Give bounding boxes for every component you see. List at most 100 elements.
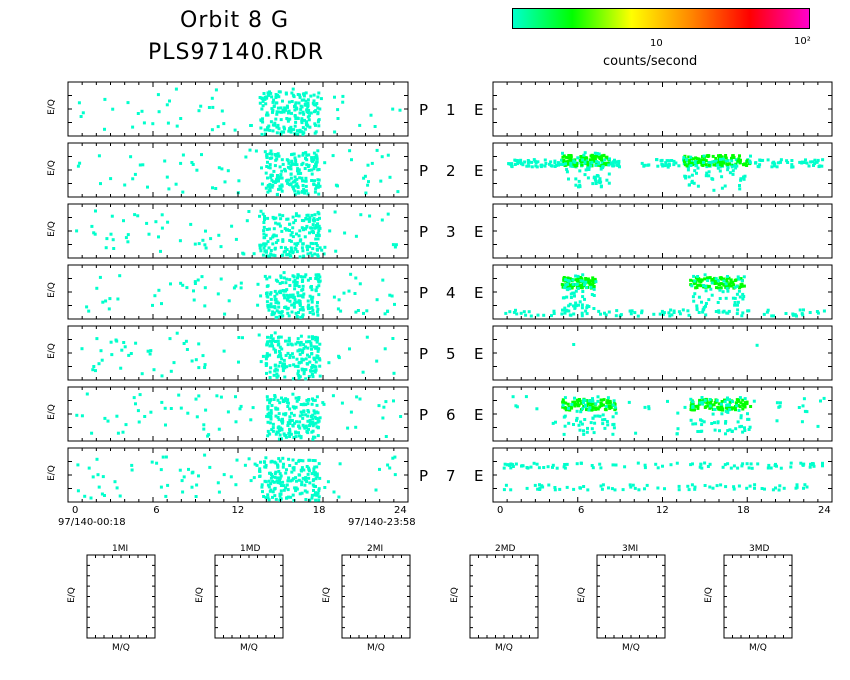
left-3-sparse xyxy=(75,209,398,256)
right-6-high-c xyxy=(689,396,752,434)
x-tick-right-0: 0 xyxy=(497,505,504,516)
colorbar-tick-100: 10² xyxy=(794,36,811,47)
mq-xlabel-2MD: M/Q xyxy=(495,643,513,653)
left-panel-7 xyxy=(67,447,409,503)
ylabel-left-2: E/Q xyxy=(46,160,57,176)
right-4-low-band xyxy=(504,308,826,318)
row-label-n-6: 6 xyxy=(446,406,456,424)
mq-ylabel-1MI: E/Q xyxy=(66,586,77,603)
row-label-n-7: 7 xyxy=(446,467,456,485)
row-label-e-5: E xyxy=(474,345,484,363)
row-label-e-7: E xyxy=(474,467,484,485)
right-6-sparse xyxy=(511,395,826,436)
mq-xlabel-3MI: M/Q xyxy=(622,643,640,653)
mq-title-1MD: 1MD xyxy=(240,544,261,554)
right-panel-1 xyxy=(492,81,833,137)
left-6-dense xyxy=(265,395,322,441)
left-7-dense xyxy=(258,456,322,502)
row-label-p-6: P xyxy=(419,406,429,424)
right-7-sparse-bands xyxy=(502,461,824,470)
row-label-e-6: E xyxy=(474,406,484,424)
mq-panel-3MI xyxy=(596,554,666,639)
mq-xlabel-2MI: M/Q xyxy=(367,643,385,653)
left-panel-1 xyxy=(67,81,409,137)
ylabel-left-4: E/Q xyxy=(46,282,57,298)
mq-xlabel-3MD: M/Q xyxy=(749,643,767,653)
mq-title-3MI: 3MI xyxy=(622,544,639,554)
colorbar-tick-10: 10 xyxy=(650,38,663,49)
row-label-p-7: P xyxy=(419,467,429,485)
row-label-p-4: P xyxy=(419,284,429,302)
title-line-2: PLS97140.RDR xyxy=(148,40,324,65)
x-tick-left-24: 24 xyxy=(394,505,407,516)
x-tick-right-12: 12 xyxy=(656,505,669,516)
mq-ylabel-2MD: E/Q xyxy=(449,586,460,603)
row-label-p-3: P xyxy=(419,223,429,241)
colorbar-label: counts/second xyxy=(603,54,698,69)
mq-xlabel-1MD: M/Q xyxy=(240,643,258,653)
row-label-p-2: P xyxy=(419,162,429,180)
row-label-n-3: 3 xyxy=(446,223,456,241)
mq-panel-3MD xyxy=(723,554,793,639)
row-label-e-2: E xyxy=(474,162,484,180)
mq-title-2MI: 2MI xyxy=(367,544,384,554)
x-tick-left-18: 18 xyxy=(312,505,326,516)
mq-title-3MD: 3MD xyxy=(749,544,770,554)
mq-panel-2MI xyxy=(341,554,411,639)
title-line-1: Orbit 8 G xyxy=(180,8,290,33)
x-tick-right-6: 6 xyxy=(578,505,585,516)
x-tick-left-12: 12 xyxy=(231,505,245,516)
row-label-n-2: 2 xyxy=(446,162,456,180)
left-panel-3 xyxy=(67,203,409,259)
row-label-n-5: 5 xyxy=(446,345,456,363)
right-6-high-c xyxy=(561,395,617,436)
left-panel-2 xyxy=(67,142,409,198)
right-panel-6 xyxy=(492,386,833,442)
right-panel-3 xyxy=(492,203,833,259)
mq-xlabel-1MI: M/Q xyxy=(112,643,130,653)
mq-ylabel-3MI: E/Q xyxy=(576,586,587,603)
left-4-dense xyxy=(265,273,322,320)
mq-ylabel-2MI: E/Q xyxy=(321,586,332,603)
row-label-n-1: 1 xyxy=(446,101,456,119)
mq-panel-2MD xyxy=(469,554,539,639)
right-panel-5 xyxy=(492,325,833,381)
right-2-high-c xyxy=(682,154,752,192)
right-panel-2 xyxy=(492,142,833,198)
ylabel-left-6: E/Q xyxy=(46,404,57,420)
row-label-p-5: P xyxy=(419,345,429,363)
mq-title-1MI: 1MI xyxy=(112,544,129,554)
ylabel-left-3: E/Q xyxy=(46,221,57,237)
x-tick-left-0: 0 xyxy=(72,505,79,516)
right-2-high-c xyxy=(561,151,611,189)
row-label-n-4: 4 xyxy=(446,284,456,302)
mq-ylabel-3MD: E/Q xyxy=(703,586,714,603)
right-4-high-c xyxy=(690,273,746,314)
mq-ylabel-1MD: E/Q xyxy=(194,586,205,603)
row-label-p-1: P xyxy=(419,101,429,119)
left-5-dense xyxy=(264,334,322,381)
time-start-label: 97/140-00:18 xyxy=(58,517,126,528)
left-3-dense xyxy=(258,212,322,259)
right-5-point xyxy=(755,343,759,347)
row-label-e-3: E xyxy=(474,223,484,241)
time-end-label: 97/140-23:58 xyxy=(348,517,416,528)
mq-panel-1MI xyxy=(86,554,156,639)
right-7-sparse-bands-2 xyxy=(502,483,809,492)
ylabel-left-7: E/Q xyxy=(46,465,57,481)
left-2-dense xyxy=(264,151,322,197)
ylabel-left-1: E/Q xyxy=(46,99,57,115)
left-panel-5 xyxy=(67,325,409,381)
x-tick-right-18: 18 xyxy=(737,505,750,516)
row-label-e-1: E xyxy=(474,101,484,119)
row-label-e-4: E xyxy=(474,284,484,302)
right-5-point xyxy=(572,343,576,346)
right-panel-7 xyxy=(492,447,833,503)
colorbar xyxy=(512,8,810,29)
x-tick-left-6: 6 xyxy=(153,505,160,516)
x-tick-right-24: 24 xyxy=(818,505,831,516)
ylabel-left-5: E/Q xyxy=(46,343,57,359)
mq-title-2MD: 2MD xyxy=(495,544,516,554)
mq-panel-1MD xyxy=(214,554,284,639)
